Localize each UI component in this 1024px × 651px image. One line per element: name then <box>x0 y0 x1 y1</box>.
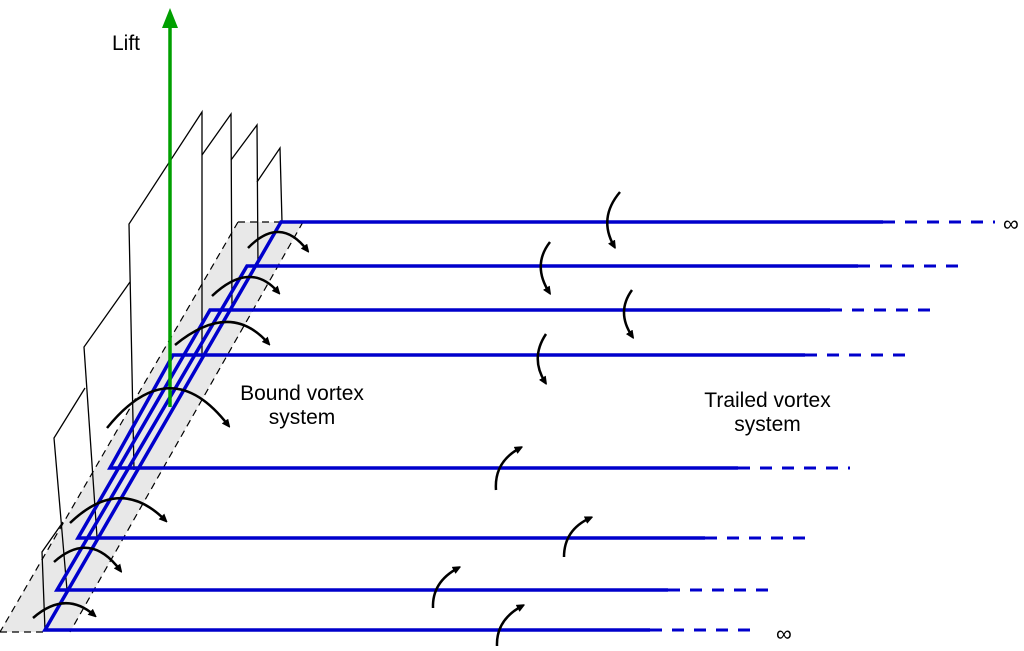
bound-vortex-label-line2: system <box>268 406 336 429</box>
vortex-lines <box>41 220 883 632</box>
circulation-arrow-icon <box>494 448 520 491</box>
horseshoe-vortex-2 <box>53 264 858 592</box>
vortex-lines-to-infinity <box>650 220 995 632</box>
circulation-arrow-icon <box>539 241 550 292</box>
infinity-symbol-top: ∞ <box>1003 211 1019 236</box>
circulation-arrow-icon <box>69 497 165 524</box>
trailed-vortex-label-line1: Trailed vortex <box>704 389 831 412</box>
circulation-arrow-icon <box>431 568 458 609</box>
circulation-arrow-icon <box>211 275 278 297</box>
horseshoe-vortex-1 <box>41 220 883 632</box>
circulation-arrow-icon <box>174 320 268 345</box>
lift-distribution <box>41 109 283 631</box>
circulation-arrow-icon <box>562 518 590 558</box>
trailed-circulation-arrows <box>431 191 632 647</box>
circulation-arrow-icon <box>247 230 307 250</box>
circulation-arrow-icon <box>536 333 546 382</box>
horseshoe-vortex-4 <box>107 353 805 470</box>
bound-circulation-arrows <box>32 230 307 619</box>
horseshoe-vortex-3 <box>74 308 830 540</box>
bound-vortex-label: Bound vortex system <box>222 382 382 430</box>
circulation-arrow-icon <box>622 289 632 336</box>
trailed-vortex-label: Trailed vortex system <box>680 389 855 437</box>
circulation-arrow-icon <box>106 387 228 429</box>
trailed-vortex-label-line2: system <box>734 413 801 436</box>
infinity-symbol-bottom: ∞ <box>776 621 792 646</box>
circulation-arrow-icon <box>53 546 120 570</box>
bound-vortex-label-line1: Bound vortex <box>240 382 364 405</box>
circulation-arrow-icon <box>32 601 94 619</box>
lift-label: Lift <box>112 32 141 55</box>
circulation-arrow-icon <box>606 191 621 246</box>
circulation-arrow-icon <box>495 606 522 647</box>
